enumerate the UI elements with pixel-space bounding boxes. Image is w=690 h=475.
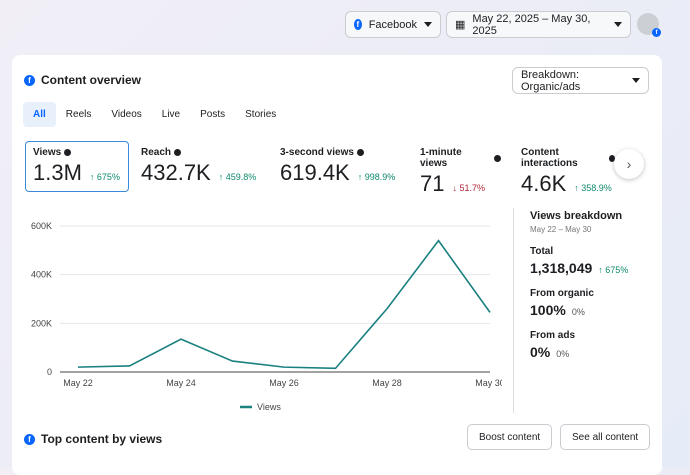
legend-label: Views <box>257 402 281 412</box>
breakdown-dropdown[interactable]: Breakdown: Organic/ads <box>512 67 649 94</box>
divider <box>513 208 514 413</box>
metric-views[interactable]: Views 1.3M ↑ 675% <box>25 141 129 192</box>
info-icon <box>64 149 71 156</box>
breakdown-title: Views breakdown <box>530 210 628 222</box>
boost-content-button[interactable]: Boost content <box>467 424 552 450</box>
next-arrow-button[interactable]: › <box>614 149 644 179</box>
section-title: Content overview <box>41 73 141 87</box>
y-tick-label: 400K <box>31 270 52 280</box>
caret-down-icon <box>424 22 432 27</box>
info-icon <box>494 155 501 162</box>
metric-label: 3-second views <box>280 147 354 158</box>
x-tick-label: May 26 <box>269 378 299 388</box>
x-tick-label: May 24 <box>166 378 196 388</box>
metric-3-second-views[interactable]: 3-second views 619.4K ↑ 998.9% <box>272 141 408 192</box>
breakdown-label: Breakdown: Organic/ads <box>521 69 625 93</box>
tab-all[interactable]: All <box>23 102 56 127</box>
tab-stories[interactable]: Stories <box>235 102 286 127</box>
total-delta: ↑ 675% <box>598 265 628 275</box>
x-tick-label: May 22 <box>63 378 93 388</box>
facebook-icon: f <box>652 28 661 37</box>
top-content-title: Top content by views <box>41 432 162 446</box>
y-tick-label: 200K <box>31 318 52 328</box>
metric-delta: ↑ 998.9% <box>358 172 396 182</box>
facebook-icon: f <box>354 19 362 30</box>
date-range-picker[interactable]: ▦ May 22, 2025 – May 30, 2025 <box>446 11 631 38</box>
metric-delta: ↓ 51.7% <box>452 183 485 193</box>
views-line-chart: 0 200K 400K 600K May 22 May 24 May 26 May 28 May… <box>12 210 502 425</box>
metric-value: 619.4K <box>280 160 350 186</box>
views-breakdown: Views breakdown May 22 – May 30 Total 1,… <box>530 210 628 360</box>
metric-label: Content interactions <box>521 147 606 169</box>
breakdown-subtitle: May 22 – May 30 <box>530 225 628 234</box>
date-range-label: May 22, 2025 – May 30, 2025 <box>472 13 607 37</box>
organic-value: 100% <box>530 302 566 318</box>
see-all-content-button[interactable]: See all content <box>560 424 650 450</box>
metric-delta: ↑ 459.8% <box>219 172 257 182</box>
caret-down-icon <box>632 78 640 83</box>
info-icon <box>174 149 181 156</box>
tab-live[interactable]: Live <box>152 102 190 127</box>
metric-value: 71 <box>420 171 444 197</box>
platform-selector[interactable]: f Facebook <box>345 11 441 38</box>
tab-posts[interactable]: Posts <box>190 102 235 127</box>
total-value: 1,318,049 <box>530 260 592 276</box>
content-overview-card: f Content overview Breakdown: Organic/ads… <box>12 55 662 475</box>
calendar-icon: ▦ <box>455 18 465 31</box>
metric-label: Reach <box>141 147 171 158</box>
metric-delta: ↑ 358.9% <box>574 183 612 192</box>
avatar[interactable]: f <box>637 13 659 35</box>
x-tick-label: May 30 <box>475 378 502 388</box>
caret-down-icon <box>614 22 622 27</box>
metric-reach[interactable]: Reach 432.7K ↑ 459.8% <box>133 141 268 192</box>
total-label: Total <box>530 246 628 257</box>
metric-value: 432.7K <box>141 160 211 186</box>
views-series-line <box>78 241 490 369</box>
y-tick-label: 0 <box>47 367 52 377</box>
metric-label: Views <box>33 147 61 158</box>
ads-value: 0% <box>530 344 550 360</box>
facebook-icon: f <box>24 434 35 445</box>
tab-videos[interactable]: Videos <box>101 102 151 127</box>
ads-delta: 0% <box>556 349 569 359</box>
x-tick-label: May 28 <box>372 378 402 388</box>
ads-label: From ads <box>530 330 628 341</box>
info-icon <box>357 149 364 156</box>
facebook-icon: f <box>24 75 35 86</box>
metric-delta: ↑ 675% <box>90 172 120 182</box>
platform-label: Facebook <box>369 19 417 31</box>
tab-reels[interactable]: Reels <box>56 102 102 127</box>
y-tick-label: 600K <box>31 221 52 231</box>
metric-label: 1-minute views <box>420 147 491 169</box>
organic-label: From organic <box>530 288 628 299</box>
organic-delta: 0% <box>572 307 585 317</box>
metric-value: 4.6K <box>521 171 566 192</box>
metric-value: 1.3M <box>33 160 82 186</box>
